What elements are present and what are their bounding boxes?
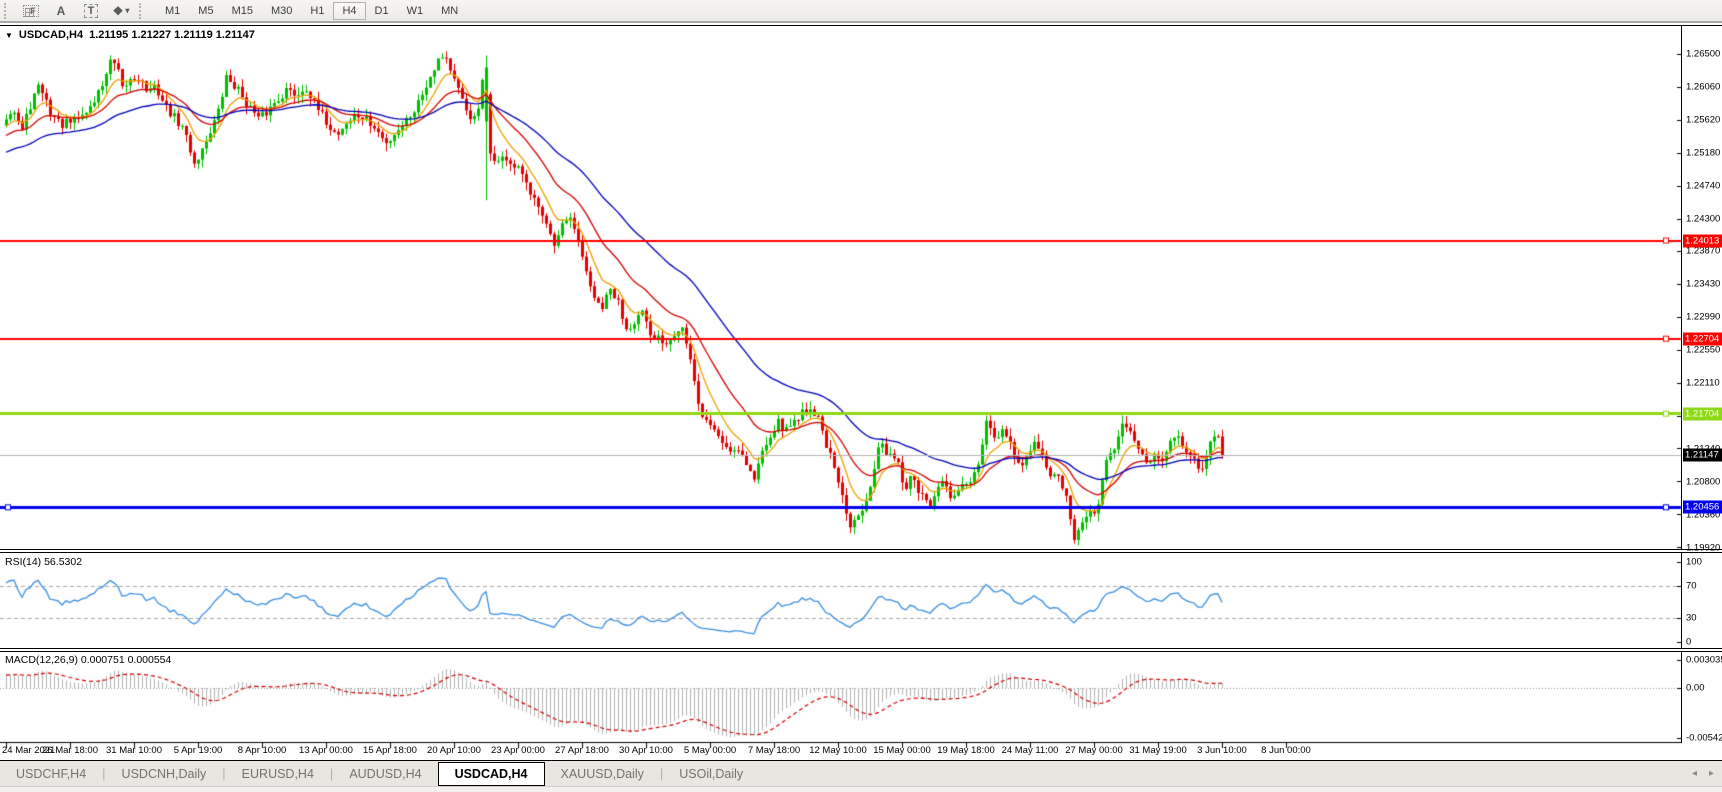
bottom-strip	[0, 787, 1722, 792]
chart-symbol-period: USDCAD,H4	[18, 29, 84, 41]
date-tick-label: 15 May 00:00	[873, 745, 931, 756]
price-tick-label: 1.20360	[1686, 509, 1721, 520]
date-tick-label: 31 Mar 10:00	[106, 745, 162, 756]
chart-window-top-border	[0, 25, 1722, 26]
tab-separator: |	[329, 766, 334, 781]
chart-ohlc-values: 1.21195 1.21227 1.21119 1.21147	[89, 29, 255, 41]
toolbar-grip[interactable]	[4, 2, 11, 19]
tab-separator: |	[659, 766, 664, 781]
date-tick-label: 31 May 19:00	[1129, 745, 1187, 756]
date-tick-label: 15 Apr 18:00	[363, 745, 417, 756]
chart-tab-usdcnh-daily[interactable]: USDCNH,Daily	[121, 766, 207, 781]
scroll-right-icon[interactable]: ▸	[1708, 768, 1714, 779]
rsi-tick-label: 100	[1686, 556, 1702, 568]
rsi-label: RSI(14) 56.5302	[5, 556, 83, 568]
date-tick-label: 24 Mar 2021	[2, 745, 56, 756]
rsi-tick-label: 30	[1686, 612, 1697, 624]
timeframe-button-m1[interactable]: M1	[165, 4, 181, 17]
timeframe-button-group: M1 M5 M15 M30 H1 H4 D1 W1 MN	[156, 1, 467, 20]
chart-window-bottom-border	[0, 760, 1722, 761]
chart-tabs-bar: USDCHF,H4 | USDCNH,Daily | EURUSD,H4 | AUDUSD,…	[0, 761, 1722, 787]
chart-tab-xauusd-daily[interactable]: XAUUSD,Daily	[560, 766, 644, 781]
date-tick-label: 27 Apr 18:00	[555, 745, 609, 756]
hline-price-badge: 1.20456	[1683, 500, 1722, 514]
price-tick-label: 1.26060	[1686, 81, 1721, 93]
chevron-down-icon: ▼	[5, 30, 13, 40]
current-price-badge: 1.21147	[1683, 448, 1722, 462]
date-tick-label: 12 May 10:00	[809, 745, 867, 756]
timeframe-button-m30[interactable]: M30	[270, 4, 293, 17]
rsi-tick-label: 70	[1686, 580, 1697, 592]
timeframe-button-m15[interactable]: M15	[231, 4, 253, 17]
date-tick-label: 27 May 00:00	[1065, 745, 1123, 756]
price-tick-label: 1.20800	[1686, 476, 1721, 487]
macd-tick-label: -0.00542	[1686, 732, 1722, 744]
drawing-tools-button[interactable]: ❖ ▾	[107, 0, 135, 21]
chart-tab-eurusd-h4[interactable]: EURUSD,H4	[241, 766, 314, 781]
price-tick-label: 1.23430	[1686, 278, 1721, 290]
hline-price-badge: 1.22704	[1683, 332, 1722, 346]
dropdown-caret-icon: ▾	[125, 6, 130, 15]
timeframe-button-h1[interactable]: H1	[310, 4, 325, 17]
chart-tab-usdcad-h4[interactable]: USDCAD,H4	[437, 761, 545, 786]
letter-a-icon: A	[56, 3, 66, 18]
price-tick-label: 1.22990	[1686, 311, 1721, 323]
rsi-tick-label: 0	[1686, 636, 1692, 648]
chart-title[interactable]: ▼ USDCAD,H4 1.21195 1.21227 1.21119 1.21…	[5, 29, 255, 41]
price-tick-label: 1.24300	[1686, 213, 1721, 225]
macd-label: MACD(12,26,9) 0.000751 0.000554	[5, 654, 172, 666]
hline-price-badge: 1.24013	[1683, 234, 1722, 248]
price-tick-label: 1.23870	[1686, 245, 1721, 257]
timeframe-button-w1[interactable]: W1	[406, 4, 424, 17]
date-tick-label: 24 May 11:00	[1001, 745, 1059, 756]
scroll-left-icon[interactable]: ◂	[1691, 768, 1697, 779]
date-tick-label: 20 Apr 10:00	[427, 745, 481, 756]
timeframe-button-m5[interactable]: M5	[198, 4, 214, 17]
date-tick-label: 19 May 18:00	[937, 745, 995, 756]
drawing-tools-icon: ❖	[112, 3, 124, 18]
toolbar-grip[interactable]	[139, 2, 146, 19]
chart-tabs: USDCHF,H4 | USDCNH,Daily | EURUSD,H4 | AUDUSD,…	[0, 761, 759, 786]
tab-separator: |	[102, 766, 106, 781]
text-label-tool-button[interactable]: A	[47, 0, 75, 21]
timeframe-button-mn[interactable]: MN	[441, 4, 459, 17]
hline-price-badge: 1.21704	[1683, 407, 1722, 421]
price-tick-label: 1.24740	[1686, 180, 1721, 192]
date-tick-label: 8 Apr 10:00	[237, 745, 287, 756]
f-grid-tool-button[interactable]: F	[17, 0, 45, 21]
macd-tick-label: 0.00	[1686, 682, 1705, 694]
price-chart-canvas[interactable]	[0, 26, 1682, 748]
chart-tab-usdchf-h4[interactable]: USDCHF,H4	[16, 766, 87, 781]
chart-tab-audusd-h4[interactable]: AUDUSD,H4	[349, 766, 422, 781]
date-tick-label: 3 Jun 10:00	[1197, 745, 1247, 756]
price-tick-label: 1.26500	[1686, 48, 1721, 60]
date-tick-label: 30 Apr 10:00	[619, 745, 673, 756]
date-tick-label: 13 Apr 00:00	[299, 745, 353, 756]
date-tick-label: 5 May 00:00	[683, 745, 737, 756]
letter-t-icon: T	[83, 3, 99, 18]
price-tick-label: 1.19920	[1686, 542, 1721, 553]
f-grid-icon: F	[23, 4, 39, 17]
price-axis-line	[1681, 26, 1682, 743]
timeframe-button-d1[interactable]: D1	[374, 4, 389, 17]
chart-tab-usoil-daily[interactable]: USOil,Daily	[679, 766, 744, 781]
top-toolbar: F A T ❖ ▾ M1 M5 M15 M30 H1 H4 D1 W1 MN	[0, 0, 1722, 23]
macd-tick-label: 0.003035	[1686, 654, 1722, 666]
date-tick-label: 26 Mar 18:00	[42, 745, 98, 756]
price-tick-label: 1.22550	[1686, 344, 1721, 356]
price-tick-label: 1.25180	[1686, 147, 1721, 159]
tab-separator: |	[222, 766, 226, 781]
pane-separator-rsi-macd[interactable]	[0, 648, 1722, 652]
price-tick-label: 1.22110	[1686, 377, 1720, 389]
date-tick-label: 23 Apr 00:00	[491, 745, 545, 756]
text-box-tool-button[interactable]: T	[77, 0, 105, 21]
timeframe-button-h4[interactable]: H4	[333, 1, 366, 20]
date-tick-label: 7 May 18:00	[747, 745, 801, 756]
date-tick-label: 8 Jun 00:00	[1261, 745, 1311, 756]
date-tick-label: 5 Apr 19:00	[173, 745, 223, 756]
tab-scroll-arrows: ◂ ▸	[1692, 768, 1714, 779]
pane-separator-main-rsi[interactable]	[0, 549, 1722, 553]
price-tick-label: 1.21240	[1686, 443, 1720, 454]
price-tick-label: 1.25620	[1686, 114, 1721, 126]
